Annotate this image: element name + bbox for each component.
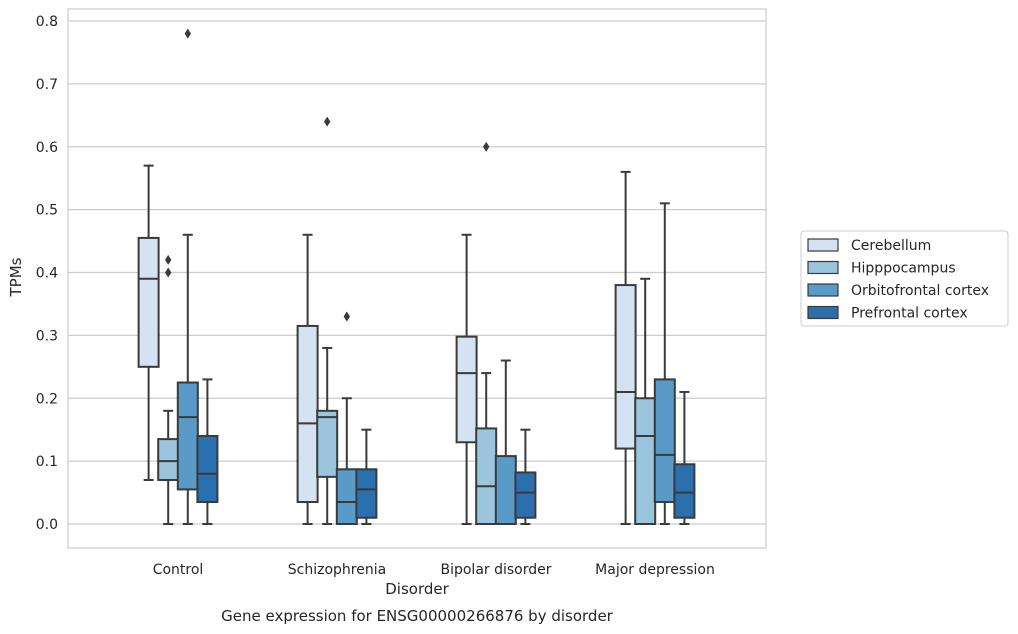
outlier-point — [184, 28, 191, 39]
y-tick-label: 0.0 — [36, 517, 58, 533]
box-cerebellum — [614, 170, 637, 525]
iqr-box — [494, 455, 517, 525]
outlier-point — [165, 267, 172, 278]
iqr-box — [634, 397, 657, 525]
y-tick-label: 0.7 — [36, 77, 58, 93]
legend-label: Orbitofrontal cortex — [851, 283, 989, 299]
y-axis-label: TPMs — [7, 257, 25, 297]
y-tick-label: 0.5 — [36, 203, 58, 219]
legend-label: Cerebellum — [851, 238, 931, 254]
outlier-point — [165, 254, 172, 265]
iqr-box — [614, 284, 637, 450]
iqr-box — [475, 427, 498, 525]
box-hipppocampus — [634, 277, 657, 525]
y-tick-label: 0.6 — [36, 140, 58, 156]
outlier-point — [483, 141, 490, 152]
iqr-box — [514, 471, 537, 519]
legend: Cerebellum Hipppocampus Orbitofrontal cort… — [800, 230, 1009, 327]
iqr-box — [673, 463, 696, 519]
box-prefrontal-cortex — [196, 378, 219, 525]
boxes — [137, 28, 696, 525]
iqr-box — [316, 409, 339, 478]
y-tick-label: 0.4 — [36, 266, 58, 282]
iqr-box — [176, 381, 199, 491]
chart-caption: Gene expression for ENSG00000266876 by d… — [221, 607, 614, 625]
box-orbitofrontal-cortex — [653, 202, 676, 525]
x-tick-label: Major depression — [595, 562, 715, 578]
iqr-box — [653, 378, 676, 503]
legend-swatch — [807, 283, 839, 297]
y-tick-label: 0.2 — [36, 391, 58, 407]
legend-swatch — [807, 305, 839, 320]
outlier-point — [343, 311, 350, 322]
legend-label: Prefrontal cortex — [851, 306, 968, 322]
x-tick-label: Schizophrenia — [288, 562, 386, 578]
box-prefrontal-cortex — [355, 428, 378, 525]
iqr-box — [335, 468, 358, 525]
x-axis-label: Disorder — [385, 580, 449, 598]
x-tick-label: Control — [153, 562, 204, 578]
box-orbitofrontal-cortex — [176, 28, 199, 525]
iqr-box — [296, 324, 319, 503]
box-hipppocampus — [316, 116, 339, 525]
box-cerebellum — [455, 233, 478, 525]
y-tick-label: 0.3 — [36, 328, 58, 344]
iqr-box — [455, 335, 478, 444]
outlier-point — [324, 116, 331, 127]
legend-label: Hipppocampus — [851, 261, 956, 277]
plot-frame — [67, 8, 767, 549]
box-prefrontal-cortex — [514, 428, 537, 525]
box-prefrontal-cortex — [673, 390, 696, 525]
legend-frame — [800, 230, 1009, 327]
iqr-box — [196, 434, 219, 503]
x-tick-labels: Control Schizophrenia Bipolar disorder Majo… — [153, 562, 715, 578]
x-tick-label: Bipolar disorder — [440, 562, 551, 578]
box-hipppocampus — [157, 254, 180, 525]
y-tick-label: 0.1 — [36, 454, 58, 470]
legend-swatch — [807, 260, 839, 275]
y-tick-labels: 0.0 0.1 0.2 0.3 0.4 0.5 0.6 0.7 0.8 — [36, 14, 58, 533]
legend-swatch — [807, 238, 839, 252]
iqr-box — [355, 468, 378, 519]
y-tick-label: 0.8 — [36, 14, 58, 30]
iqr-box — [137, 236, 160, 368]
box-cerebellum — [137, 164, 160, 481]
iqr-box — [157, 438, 180, 481]
